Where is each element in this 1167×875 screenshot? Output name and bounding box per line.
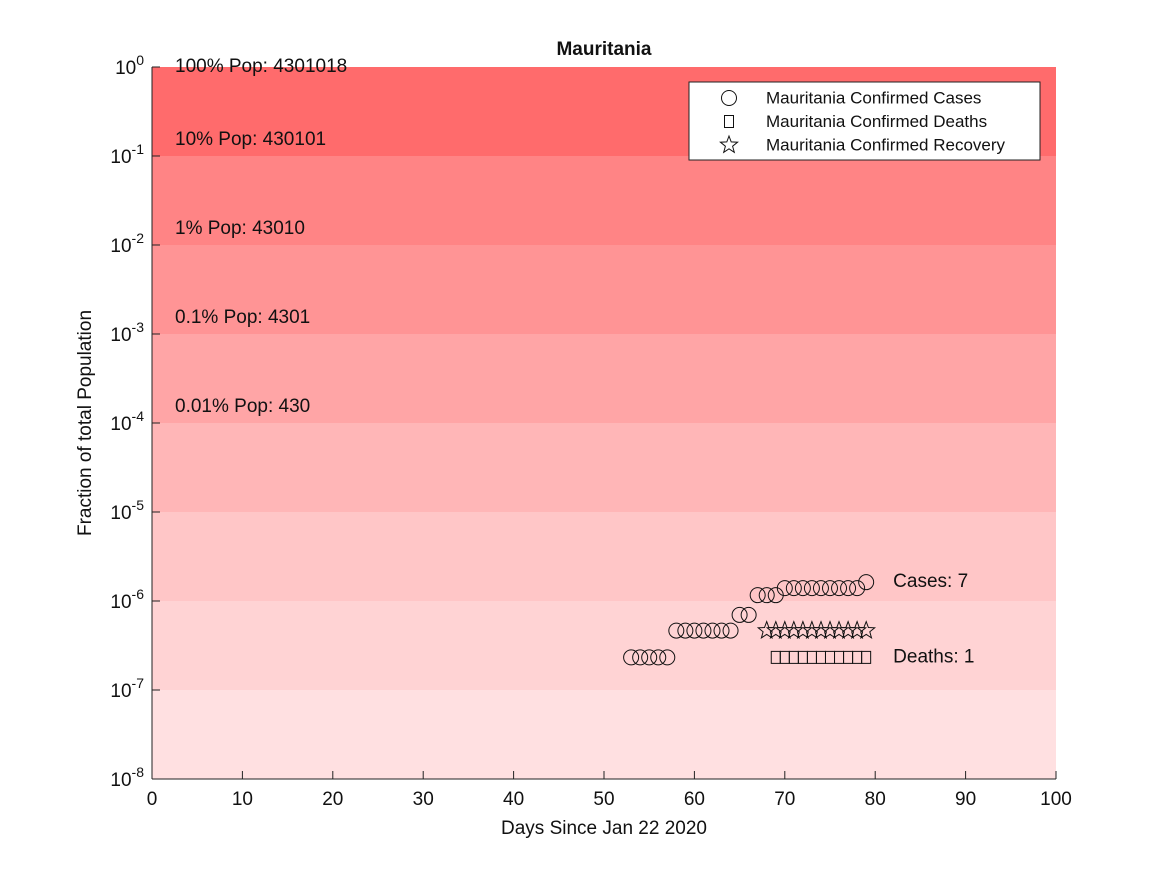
marker (659, 649, 676, 666)
y-tick-label: 10-2 (110, 230, 144, 257)
band-label: 10% Pop: 430101 (175, 129, 326, 150)
chart-title: Mauritania (556, 39, 651, 60)
background-band (152, 334, 1056, 423)
marker (713, 622, 730, 639)
background-band (152, 512, 1056, 601)
background-band (152, 423, 1056, 512)
x-tick-label: 50 (593, 789, 614, 810)
marker (831, 580, 848, 597)
marker (822, 580, 838, 597)
y-tick-label: 10-8 (110, 764, 144, 791)
x-tick-label: 60 (684, 789, 705, 810)
y-tick-label: 10-5 (110, 497, 144, 524)
marker (677, 622, 694, 639)
y-tick-label: 10-4 (110, 408, 144, 435)
x-tick-label: 10 (232, 789, 253, 810)
band-label: 1% Pop: 43010 (175, 218, 305, 239)
band-label: 0.01% Pop: 430 (175, 396, 310, 417)
marker (641, 649, 658, 666)
band-label: 0.1% Pop: 4301 (175, 307, 310, 328)
x-tick-label: 90 (955, 789, 976, 810)
legend-label: Mauritania Confirmed Recovery (766, 135, 1006, 154)
marker (632, 649, 649, 666)
marker (740, 606, 757, 623)
x-tick-label: 40 (503, 789, 524, 810)
x-tick-label: 0 (147, 789, 158, 810)
marker (695, 622, 712, 639)
marker (731, 606, 748, 623)
marker (650, 649, 667, 666)
marker (785, 580, 802, 597)
legend-label: Mauritania Confirmed Cases (766, 88, 981, 107)
marker (749, 587, 766, 604)
end-label: Deaths: 1 (893, 646, 974, 667)
x-axis-label: Days Since Jan 22 2020 (501, 818, 707, 839)
band-label: 100% Pop: 4301018 (175, 56, 347, 77)
y-tick-label: 10-6 (110, 586, 144, 613)
marker (719, 134, 739, 154)
y-tick-label: 10-7 (110, 675, 144, 702)
marker (803, 580, 820, 597)
y-tick-label: 10-1 (110, 141, 144, 168)
background-band (152, 601, 1056, 690)
marker (856, 620, 877, 640)
x-tick-label: 30 (413, 789, 434, 810)
marker (721, 90, 737, 106)
marker (858, 574, 875, 591)
legend-label: Mauritania Confirmed Deaths (766, 112, 987, 131)
marker (722, 622, 739, 639)
marker (758, 587, 775, 604)
y-axis-label: Fraction of total Population (75, 310, 96, 536)
x-tick-label: 70 (774, 789, 795, 810)
marker (849, 580, 866, 597)
x-tick-label: 100 (1040, 789, 1072, 810)
background-band (152, 156, 1056, 245)
background-band (152, 245, 1056, 334)
marker (794, 580, 811, 597)
marker (668, 622, 685, 639)
x-tick-label: 20 (322, 789, 343, 810)
y-tick-label: 10-3 (110, 319, 144, 346)
x-tick-label: 80 (865, 789, 886, 810)
marker (623, 649, 640, 666)
marker (840, 580, 857, 597)
end-label: Cases: 7 (893, 571, 968, 592)
marker (776, 580, 793, 597)
marker (724, 115, 734, 128)
marker (812, 580, 829, 597)
legend-box (688, 81, 1041, 161)
y-tick-label: 100 (115, 52, 144, 79)
marker (686, 622, 703, 639)
marker (861, 650, 872, 664)
background-band (152, 690, 1056, 779)
marker (704, 622, 721, 639)
